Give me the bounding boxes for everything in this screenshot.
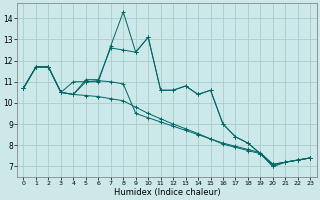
X-axis label: Humidex (Indice chaleur): Humidex (Indice chaleur) (114, 188, 220, 197)
